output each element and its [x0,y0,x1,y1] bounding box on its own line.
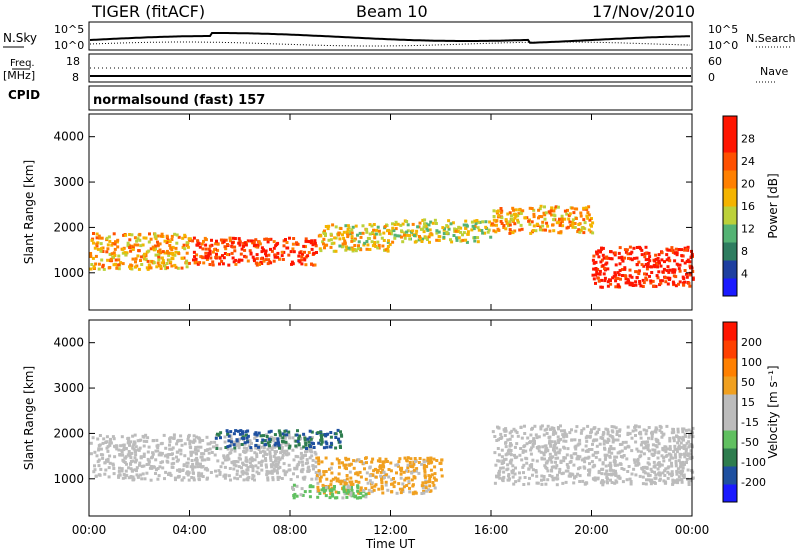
colorbar-tick-label: 4 [741,268,748,281]
band-3 [291,483,368,500]
colorbar-label: Velocity [m s⁻¹] [766,365,780,458]
colorbar-cell [723,224,737,243]
radar-title: TIGER (fitACF) [92,2,206,21]
colorbar-tick-label: 100 [741,356,762,369]
nsky-tick-bottom: 10^0 [54,39,85,52]
y-tick-label: 3000 [53,175,84,189]
band-2 [317,223,394,253]
colorbar-label: Power [dB] [766,173,780,238]
colorbar-tick-label: 200 [741,336,762,349]
x-tick-label: 12:00 [373,523,408,537]
colorbar-tick-label: 15 [741,396,755,409]
x-axis-label: Time UT [365,537,416,551]
x-tick-label: 16:00 [474,523,509,537]
band-0 [89,232,192,271]
colorbar-cell [723,358,737,377]
colorbar-tick-label: -200 [741,476,766,489]
colorbar-tick-label: 16 [741,200,755,213]
colorbar-cell [723,448,737,467]
colorbar-cell [723,322,737,341]
band-4 [491,204,595,235]
colorbar-cell [723,134,737,153]
freq-panel-frame [88,53,693,83]
nsky-trace [89,32,691,44]
y-tick-label: 3000 [53,381,84,395]
nsearch-trace [89,41,691,47]
date-title: 17/Nov/2010 [592,2,696,21]
y-axis-label: Slant Range [km] [22,366,36,470]
colorbar-tick-label: 20 [741,178,755,191]
colorbar-cell [723,340,737,359]
power-panel: 1000 2000 3000 4000 Slant Range [km] 4 8 12 16 20… [22,113,780,311]
freq-traces [90,67,691,77]
colorbar-cell [723,242,737,261]
colorbar-tick-label: -100 [741,456,766,469]
x-tick-label: 20:00 [574,523,609,537]
band-4 [491,424,695,487]
colorbar-cell [723,278,737,297]
freq-tick-bottom: 8 [72,71,79,84]
colorbar-tick-label: 8 [741,245,748,258]
band-5 [591,245,695,289]
colorbar-cell [723,188,737,207]
y-axis-label: Slant Range [km] [22,160,36,264]
colorbar-cell [723,430,737,449]
nave-label: Nave [760,65,789,78]
freq-unit-label: [MHz] [3,69,36,82]
colorbar-cell [723,116,737,135]
band-1 [214,428,344,450]
band-3 [391,218,493,244]
nsearch-label: N.Search [746,32,796,45]
y-tick-label: 4000 [53,336,84,350]
colorbar-cell [723,260,737,279]
freq-label: Freq. [10,58,35,69]
nsearch-tick-bottom: 10^0 [708,39,739,52]
colorbar-cell [723,484,737,503]
nsearch-tick-top: 10^5 [708,23,739,36]
colorbar-cell [723,152,737,171]
colorbar-cell [723,412,737,431]
colorbar-frame [722,115,738,297]
cpid-label: CPID [8,88,41,102]
x-tick-label: 04:00 [172,523,207,537]
nave-tick-top: 60 [708,55,722,68]
colorbar-tick-label: -15 [741,416,759,429]
y-tick-label: 2000 [53,220,84,234]
colorbar-tick-label: 12 [741,223,755,236]
y-tick-label: 1000 [53,266,84,280]
cpid-panel-frame [88,85,693,111]
nsky-tick-top: 10^5 [54,23,85,36]
colorbar-tick-label: 24 [741,155,755,168]
colorbar-cell [723,170,737,189]
x-tick-label: 08:00 [273,523,308,537]
velocity-panel: 1000 2000 3000 4000 Slant Range [km] 00:00 04:… [22,319,780,551]
noise-traces [89,32,691,47]
band-1 [191,236,318,267]
x-tick-label: 00:00 [675,523,710,537]
beam-title: Beam 10 [356,2,428,21]
colorbar-cell [723,466,737,485]
colorbar-cell [723,376,737,395]
colorbar-frame [722,321,738,503]
y-tick-label: 4000 [53,130,84,144]
nave-tick-bottom: 0 [708,71,715,84]
band-2 [315,456,444,496]
x-tick-label: 00:00 [72,523,107,537]
cpid-value: normalsound (fast) 157 [93,93,266,108]
colorbar-cell [723,394,737,413]
colorbar-tick-label: 50 [741,376,755,389]
colorbar-cell [723,206,737,225]
colorbar-tick-label: -50 [741,436,759,449]
freq-tick-top: 18 [66,55,80,68]
y-tick-label: 2000 [53,426,84,440]
y-tick-label: 1000 [53,472,84,486]
colorbar-tick-label: 28 [741,133,755,146]
noise-panel-frame [88,21,693,51]
nsky-label: N.Sky [3,31,38,45]
